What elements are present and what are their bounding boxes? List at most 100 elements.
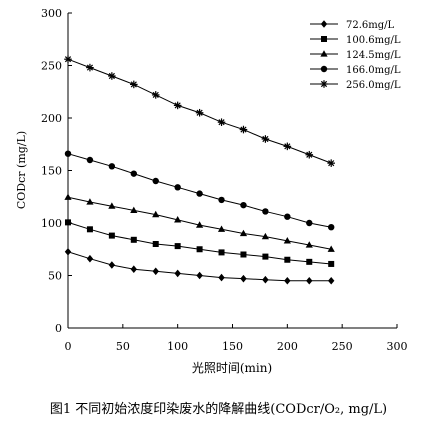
legend-marker bbox=[320, 80, 328, 88]
legend-label: 124.5mg/L bbox=[346, 50, 401, 61]
data-point bbox=[240, 251, 247, 258]
data-point bbox=[239, 229, 248, 237]
x-tick-label: 200 bbox=[277, 340, 298, 353]
data-point bbox=[152, 210, 160, 218]
y-tick-label: 0 bbox=[55, 322, 62, 335]
data-point bbox=[86, 156, 94, 164]
legend-item: 72.6mg/L bbox=[310, 20, 395, 31]
data-point bbox=[327, 159, 335, 167]
data-point bbox=[306, 258, 313, 265]
data-point bbox=[151, 91, 160, 99]
data-point bbox=[328, 260, 335, 267]
data-point bbox=[196, 246, 203, 253]
data-point bbox=[86, 226, 93, 233]
legend: 72.6mg/L 100.6mg/L 124.5mg/L 166.0mg/L 256.0… bbox=[310, 20, 401, 91]
data-point bbox=[64, 193, 72, 200]
legend-label: 256.0mg/L bbox=[346, 80, 401, 91]
data-point bbox=[261, 135, 270, 143]
data-point bbox=[130, 206, 138, 213]
data-point bbox=[305, 150, 314, 159]
data-point bbox=[283, 142, 292, 151]
legend-item: 256.0mg/L bbox=[310, 80, 401, 91]
data-point bbox=[152, 177, 159, 185]
data-point bbox=[174, 184, 181, 191]
data-point bbox=[152, 267, 159, 276]
data-point bbox=[284, 256, 291, 263]
data-point bbox=[284, 213, 291, 220]
data-point bbox=[284, 276, 291, 285]
data-point bbox=[217, 225, 226, 232]
data-point bbox=[86, 254, 94, 263]
series-layer bbox=[64, 55, 335, 285]
data-point bbox=[108, 72, 116, 80]
data-point bbox=[306, 276, 313, 285]
legend-label: 100.6mg/L bbox=[346, 35, 401, 46]
figure-caption: 图1 不同初始浓度印染废水的降解曲线(CODcr/O₂, mg/L) bbox=[49, 402, 388, 417]
x-tick-label: 100 bbox=[167, 340, 188, 353]
y-tick-label: 50 bbox=[48, 270, 62, 283]
legend-label: 166.0mg/L bbox=[346, 65, 401, 76]
data-point bbox=[130, 80, 138, 89]
data-point bbox=[174, 269, 181, 278]
y-axis-label: CODcr (mg/L) bbox=[15, 131, 28, 209]
data-point bbox=[130, 170, 137, 177]
data-point bbox=[86, 63, 94, 72]
data-point bbox=[283, 237, 291, 244]
data-point bbox=[240, 201, 247, 209]
data-point bbox=[64, 150, 72, 157]
data-point bbox=[108, 202, 116, 209]
data-point bbox=[262, 275, 269, 284]
data-point bbox=[261, 232, 269, 240]
data-point bbox=[218, 249, 225, 256]
data-point bbox=[64, 55, 72, 63]
series-line bbox=[67, 221, 332, 265]
data-point bbox=[328, 224, 335, 231]
data-point bbox=[327, 245, 335, 252]
data-point bbox=[174, 216, 182, 223]
x-tick-label: 0 bbox=[65, 340, 72, 353]
data-point bbox=[239, 125, 248, 134]
axes: 0 50 100 150 200 250 300 0 50 100 150 200 250 300 bbox=[41, 7, 408, 353]
data-point bbox=[196, 190, 203, 197]
data-point bbox=[328, 276, 335, 285]
data-point bbox=[86, 198, 94, 205]
y-tick-label: 250 bbox=[41, 60, 62, 73]
y-tick-label: 300 bbox=[41, 7, 62, 20]
x-tick-label: 250 bbox=[332, 340, 353, 353]
series-3 bbox=[64, 193, 335, 252]
data-point bbox=[196, 271, 203, 280]
data-point bbox=[262, 253, 269, 260]
data-point bbox=[218, 196, 225, 204]
series-5 bbox=[64, 55, 335, 167]
data-point bbox=[217, 118, 226, 126]
data-point bbox=[152, 241, 159, 247]
legend-marker bbox=[320, 65, 328, 73]
data-point bbox=[240, 274, 247, 283]
legend-marker bbox=[320, 50, 328, 57]
legend-item: 124.5mg/L bbox=[310, 50, 401, 61]
data-point bbox=[305, 241, 313, 248]
x-tick-label: 50 bbox=[116, 340, 130, 353]
y-tick-label: 150 bbox=[41, 165, 62, 178]
data-point bbox=[262, 208, 269, 215]
series-2 bbox=[65, 219, 335, 267]
legend-marker bbox=[321, 36, 327, 42]
series-1 bbox=[64, 247, 335, 285]
data-point bbox=[108, 232, 115, 239]
data-point bbox=[173, 101, 182, 110]
data-point bbox=[218, 273, 225, 282]
legend-label: 72.6mg/L bbox=[346, 20, 395, 31]
x-tick-label: 150 bbox=[222, 340, 243, 353]
legend-item: 166.0mg/L bbox=[310, 65, 401, 76]
data-point bbox=[65, 219, 71, 226]
legend-marker bbox=[320, 20, 328, 28]
data-point bbox=[108, 163, 116, 170]
data-point bbox=[195, 108, 204, 117]
data-point bbox=[130, 265, 137, 273]
y-tick-label: 100 bbox=[41, 217, 62, 230]
series-4 bbox=[64, 150, 335, 231]
data-point bbox=[64, 247, 72, 256]
legend-item: 100.6mg/L bbox=[310, 35, 401, 46]
data-point bbox=[174, 243, 181, 250]
